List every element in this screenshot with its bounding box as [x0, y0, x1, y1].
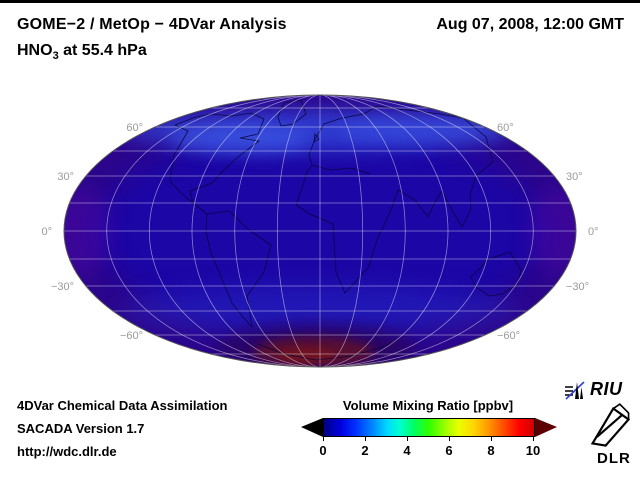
lat-label-left-60s: −60° — [120, 330, 143, 342]
pressure-level-label: at 55.4 hPa — [58, 42, 147, 59]
lat-label-left-30n: 30° — [57, 171, 74, 183]
lat-label-left-30s: −30° — [51, 281, 74, 293]
colorbar-tick-label-6: 6 — [445, 443, 453, 458]
colorbar-gradient — [323, 418, 535, 437]
colorbar-arrow-right — [535, 418, 557, 437]
lat-label-right-60n: 60° — [497, 122, 514, 134]
colorbar-arrow-left — [301, 418, 323, 437]
colorbar-tick — [323, 437, 324, 441]
mediterranean-outline — [311, 164, 371, 175]
north-band-bright-spot-west — [170, 126, 310, 154]
top-border — [0, 0, 640, 3]
lat-label-right-60s: −60° — [497, 330, 520, 342]
colorbar-tick — [365, 437, 366, 441]
riu-logo-text: RIU — [590, 379, 623, 399]
datetime-label: Aug 07, 2008, 12:00 GMT — [436, 16, 624, 33]
lat-label-left-0: 0° — [41, 226, 52, 238]
british-isles-outline — [313, 133, 320, 143]
riu-cathedral-icon — [565, 381, 585, 400]
colorbar-title: Volume Mixing Ratio [ppbv] — [342, 398, 514, 413]
lat-label-right-30s: −30° — [566, 281, 589, 293]
australia-outline — [470, 251, 522, 297]
lat-label-left-60n: 60° — [126, 122, 143, 134]
colorbar-tick — [491, 437, 492, 441]
page-subtitle: HNO3 at 55.4 hPa — [17, 42, 147, 62]
species-subscript: 3 — [52, 50, 59, 63]
lat-label-right-30n: 30° — [566, 171, 583, 183]
footer-line-url: http://wdc.dlr.de — [17, 444, 117, 459]
page-title: GOME−2 / MetOp − 4DVar Analysis — [17, 16, 287, 33]
north-america-outline — [169, 112, 265, 215]
graticule-meridians — [106, 94, 534, 368]
colorbar-tick-label-4: 4 — [403, 443, 411, 458]
greenland-outline — [277, 99, 307, 127]
colorbar-tick-label-2: 2 — [361, 443, 369, 458]
colorbar-tick-label-10: 10 — [525, 443, 541, 458]
lat-label-right-0: 0° — [588, 226, 599, 238]
species-name: HNO — [17, 42, 53, 59]
eurasia-africa-outline — [295, 105, 494, 294]
antarctica-outline — [257, 339, 399, 361]
south-america-outline — [205, 210, 272, 329]
dlr-logo-text: DLR — [597, 450, 631, 467]
dlr-logo-mark — [590, 403, 631, 447]
map-rim — [63, 94, 577, 368]
footer-line-version: SACADA Version 1.7 — [17, 421, 145, 436]
riu-logo — [562, 378, 636, 404]
colorbar-tick — [407, 437, 408, 441]
colorbar-tick — [449, 437, 450, 441]
colorbar-tick-label-8: 8 — [487, 443, 495, 458]
north-band-bright-spot-east — [340, 117, 500, 143]
colorbar-tick-label-0: 0 — [319, 443, 327, 458]
continent-outlines — [169, 99, 522, 361]
colorbar-tick — [533, 437, 534, 441]
footer-line-assimilation: 4DVar Chemical Data Assimilation — [17, 398, 228, 413]
